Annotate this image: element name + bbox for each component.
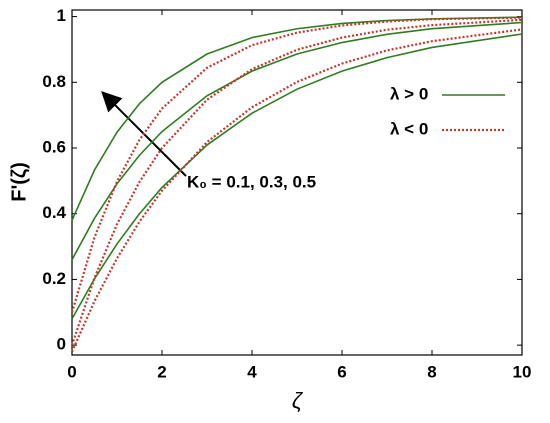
arrow (101, 91, 187, 177)
y-tick-label: 0 (57, 335, 66, 354)
y-tick-label: 0.4 (42, 203, 66, 222)
x-tick-label: 6 (337, 362, 346, 381)
x-tick-label: 8 (427, 362, 436, 381)
x-tick-label: 10 (513, 362, 532, 381)
y-tick-label: 1 (57, 6, 66, 25)
y-tick-label: 0.8 (42, 72, 66, 91)
x-axis-label: ζ (292, 388, 304, 413)
data-line (70, 16, 523, 313)
y-axis-label: F'(ζ) (8, 162, 30, 202)
data-line (71, 33, 523, 320)
annotation: K₀ = 0.1, 0.3, 0.5 (187, 172, 316, 191)
x-tick-label: 4 (247, 362, 257, 381)
y-tick-label: 0.2 (42, 269, 66, 288)
plot-frame (71, 9, 523, 356)
x-tick-label: 2 (157, 362, 166, 381)
y-tick-label: 0.6 (42, 137, 66, 156)
x-tick-label: 0 (67, 362, 76, 381)
legend-label: λ < 0 (390, 119, 428, 138)
legend-label: λ > 0 (390, 84, 428, 103)
